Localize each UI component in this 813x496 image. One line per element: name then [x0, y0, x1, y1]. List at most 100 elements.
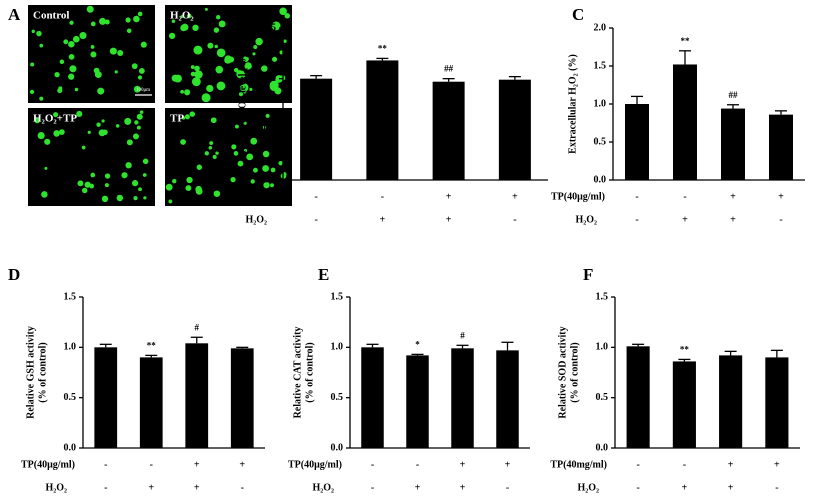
cell — [133, 85, 141, 93]
y-tick-label: 1.0 — [64, 342, 77, 353]
cell — [194, 70, 203, 79]
cell — [262, 125, 267, 130]
cell — [124, 117, 132, 125]
cell — [190, 65, 195, 69]
condition-label: H₂O₂ — [245, 214, 267, 225]
cell — [102, 129, 108, 136]
bar — [432, 81, 465, 180]
condition-sign: - — [104, 459, 107, 470]
cell — [116, 194, 124, 202]
condition-sign: + — [730, 214, 736, 225]
condition-label: H₂O₂ — [575, 214, 597, 225]
cell — [218, 20, 226, 28]
cell — [114, 70, 118, 74]
cell — [184, 89, 191, 96]
cell — [209, 141, 214, 145]
cell — [58, 86, 63, 91]
cell — [193, 45, 203, 55]
cell — [180, 89, 185, 94]
cell — [201, 93, 211, 103]
cell — [136, 125, 141, 130]
cell — [212, 154, 217, 160]
bar — [496, 350, 519, 448]
cell — [243, 121, 247, 125]
image-label: H₂O₂+TP — [33, 113, 77, 125]
cell — [213, 27, 220, 33]
y-tick-label: 1.0 — [331, 342, 344, 353]
y-tick-label: 0.5 — [331, 392, 344, 403]
condition-sign: - — [104, 482, 107, 493]
cell — [134, 120, 139, 125]
cell — [53, 112, 59, 118]
bar — [673, 64, 697, 180]
cell — [192, 24, 199, 31]
cell — [250, 179, 255, 184]
cell — [39, 96, 44, 101]
y-tick-label: 1.0 — [594, 98, 607, 109]
cell — [252, 52, 256, 56]
y-axis-label: Relative SOD activity — [557, 326, 568, 418]
condition-label: H₂O₂ — [577, 482, 599, 493]
bar — [765, 357, 789, 448]
y-tick-label: 0.0 — [64, 442, 77, 453]
cell — [253, 44, 258, 50]
cell — [126, 28, 132, 34]
condition-sign: - — [241, 482, 244, 493]
cell — [131, 180, 139, 187]
condition-sign: - — [381, 191, 384, 202]
condition-sign: - — [636, 459, 639, 470]
bar — [626, 346, 650, 448]
y-tick-label: 1.5 — [264, 22, 277, 33]
significance: # — [195, 322, 200, 332]
cell — [210, 117, 217, 124]
condition-sign: + — [446, 214, 452, 225]
bar — [300, 78, 333, 180]
image-label: TP — [170, 113, 184, 125]
cell — [136, 113, 143, 120]
bar — [672, 361, 696, 448]
condition-label: H₂O₂ — [312, 482, 334, 493]
cell — [168, 199, 173, 204]
cell — [90, 45, 95, 49]
condition-sign: - — [635, 214, 638, 225]
condition-sign: + — [460, 459, 466, 470]
cell — [131, 63, 138, 70]
condition-sign: - — [683, 191, 686, 202]
image-label: H₂O₂ — [170, 10, 194, 22]
condition-sign: + — [512, 191, 518, 202]
cell — [99, 17, 107, 25]
condition-label: TP(40μg/ml) — [288, 459, 342, 470]
condition-sign: + — [682, 482, 688, 493]
cell — [133, 195, 138, 201]
cell — [142, 158, 149, 165]
image-label: Control — [33, 10, 69, 22]
y-tick-label: 1.5 — [594, 60, 607, 71]
cell — [214, 44, 218, 49]
panel-label: D — [8, 265, 20, 284]
cell — [249, 87, 253, 91]
panel-label: F — [583, 265, 593, 284]
cell — [243, 148, 248, 153]
cell — [283, 39, 287, 43]
cell — [37, 132, 45, 140]
cell — [275, 75, 283, 83]
significance: * — [415, 339, 420, 349]
y-tick-label: 0.0 — [264, 174, 277, 185]
cell — [137, 11, 143, 17]
condition-sign: - — [683, 459, 686, 470]
cell — [44, 166, 48, 170]
cell — [195, 187, 203, 195]
significance: ** — [378, 43, 388, 53]
condition-sign: - — [779, 214, 782, 225]
y-tick-label: 0.0 — [594, 174, 607, 185]
cell — [271, 21, 281, 31]
cell — [180, 15, 184, 19]
y-tick-label: 0.5 — [64, 392, 77, 403]
y-tick-label: 1.5 — [64, 291, 77, 302]
bar — [721, 108, 745, 180]
cell — [117, 50, 124, 57]
condition-sign: - — [513, 214, 516, 225]
cell — [87, 130, 91, 135]
condition-sign: + — [728, 459, 734, 470]
y-axis-label: Extracellular H₂O₂ (%) — [567, 54, 578, 154]
